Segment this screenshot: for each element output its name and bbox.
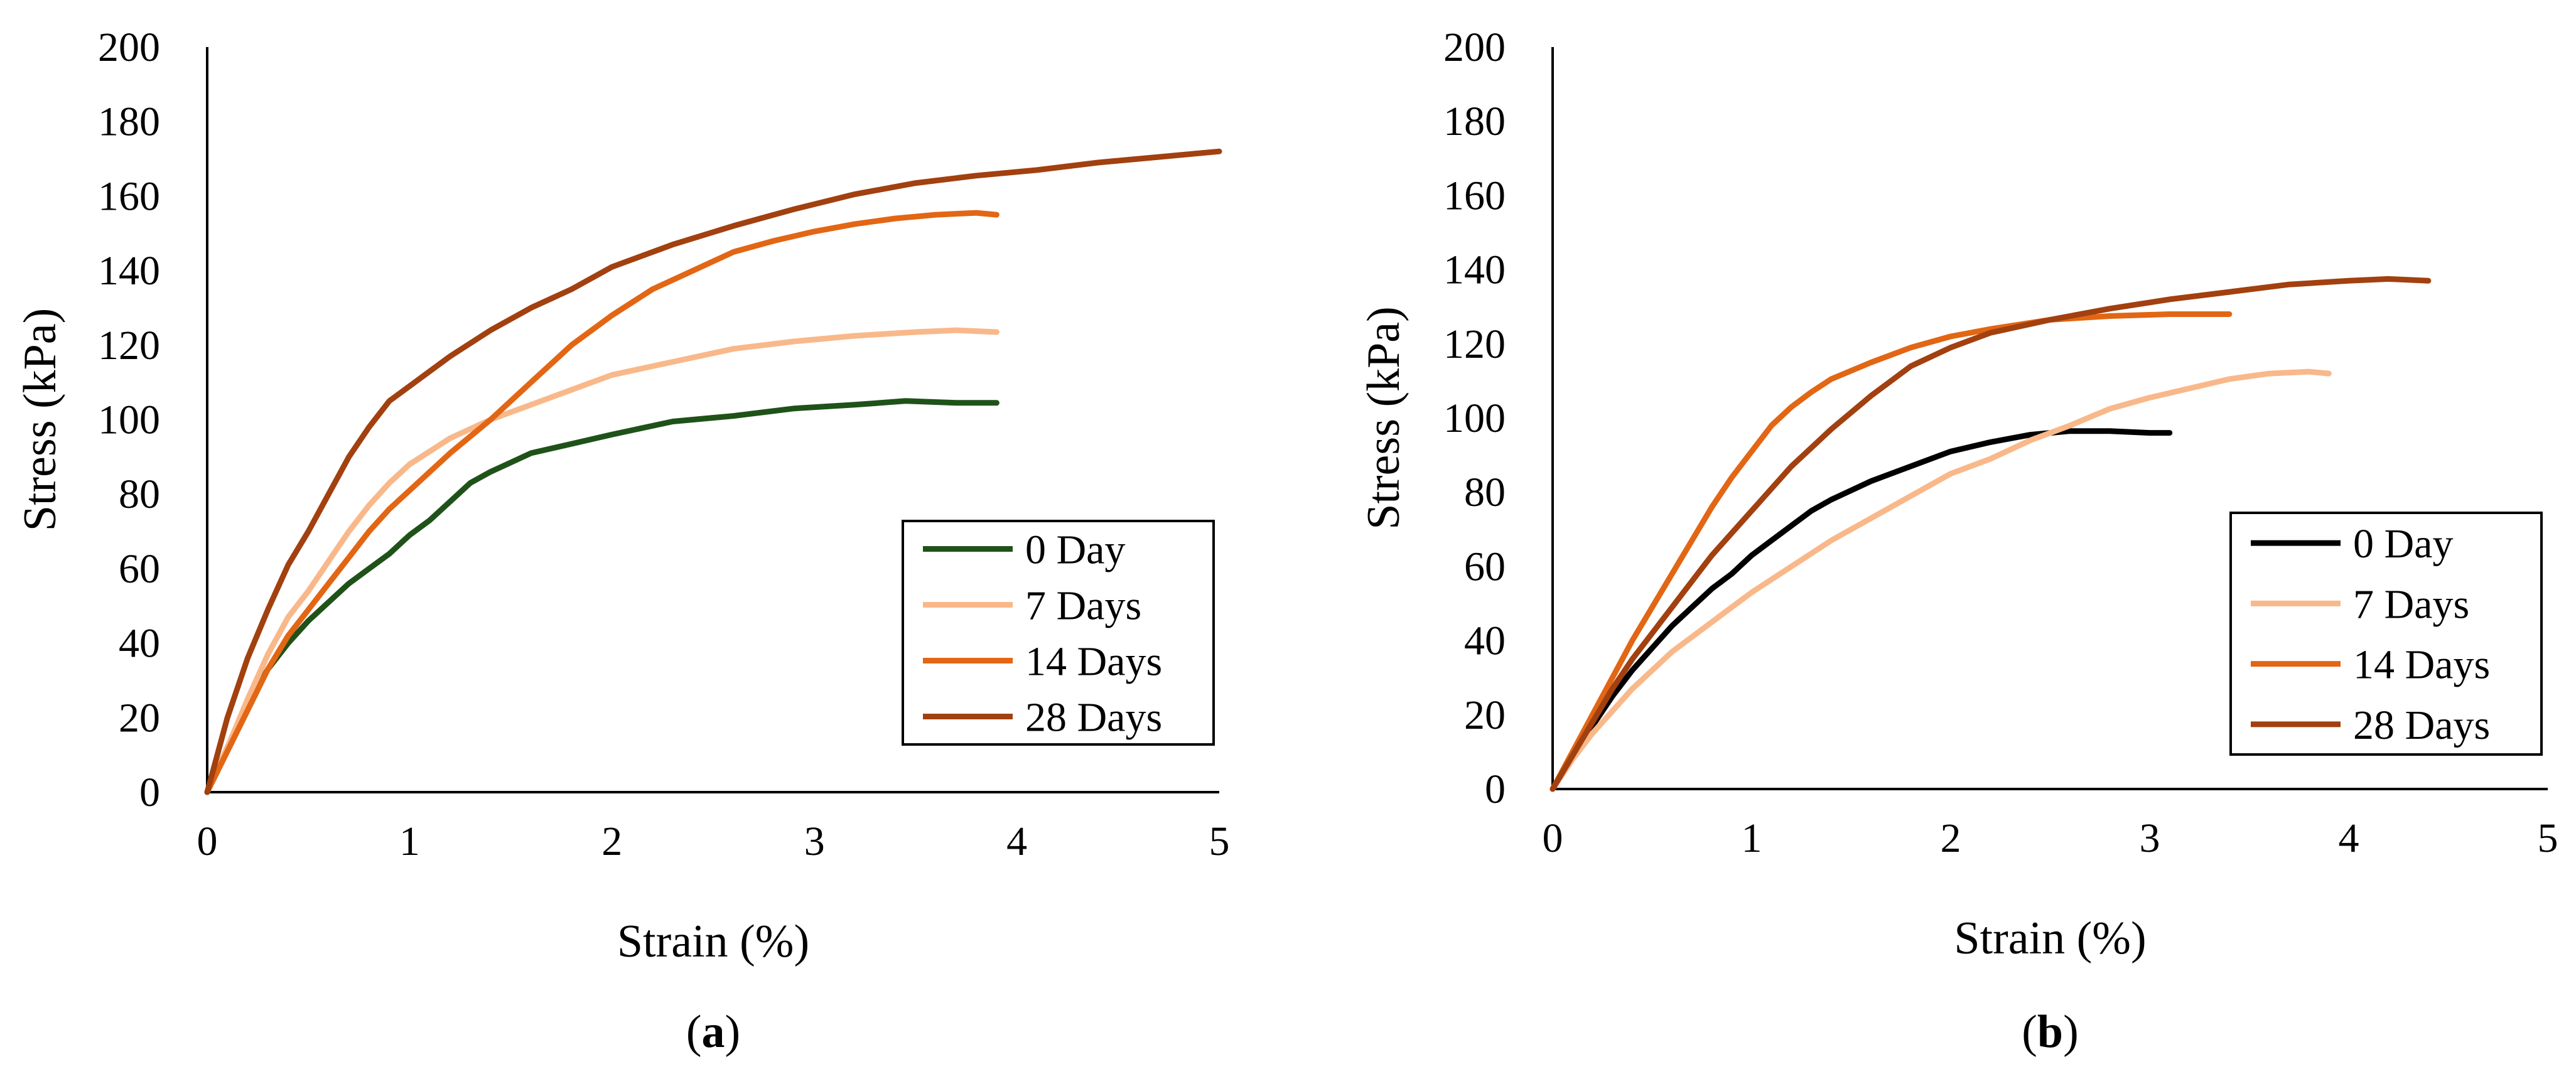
panel-label: (a) (686, 1006, 740, 1058)
y-tick-label: 0 (1485, 766, 1506, 812)
x-tick-label: 5 (2538, 815, 2558, 861)
x-tick-label: 2 (601, 819, 622, 864)
x-tick-label: 4 (1006, 819, 1027, 864)
legend-entry: 14 Days (1025, 639, 1162, 685)
y-tick-label: 100 (1443, 395, 1506, 441)
y-tick-label: 60 (1464, 544, 1506, 589)
x-axis-title: Strain (%) (1954, 913, 2146, 964)
y-tick-label: 160 (1443, 173, 1506, 218)
legend-b: 0 Day 7 Days 14 Days 28 Days (2229, 512, 2543, 756)
x-tick-label: 2 (1941, 815, 1961, 861)
y-tick-label: 20 (119, 695, 160, 741)
x-axis-title: Strain (%) (617, 916, 809, 967)
panel-label: (b) (2022, 1006, 2078, 1058)
series-line-14-days (204, 210, 1000, 795)
y-tick-label: 0 (139, 770, 160, 815)
panel-label-letter: b (2037, 1006, 2063, 1058)
series-line-7-days (204, 327, 1000, 795)
y-tick-label: 160 (98, 173, 160, 219)
series-line-0-day (204, 398, 1000, 795)
y-axis-title: Stress (kPa) (1358, 306, 1409, 530)
chart-panel-a: 0 20 40 60 80 100 120 140 160 180 200 0 1 2 3 4 5 Strain … (14, 24, 1230, 1058)
legend-entry: 7 Days (2353, 581, 2469, 627)
x-tick-label: 1 (1742, 815, 1762, 861)
x-tick-label: 3 (804, 819, 825, 864)
x-tick-label: 0 (197, 819, 218, 864)
y-tick-label: 200 (98, 24, 160, 70)
y-tick-label: 120 (98, 323, 160, 368)
y-tick-label: 20 (1464, 692, 1506, 738)
legend-entry: 0 Day (1025, 527, 1125, 573)
y-tick-label: 140 (1443, 247, 1506, 293)
legend-entry: 28 Days (1025, 695, 1162, 741)
x-tick-label: 4 (2339, 815, 2359, 861)
y-tick-label: 100 (98, 397, 160, 443)
legend-a: 0 Day 7 Days 14 Days 28 Days (902, 520, 1215, 746)
legend-entry: 7 Days (1025, 583, 1141, 629)
y-tick-label: 80 (119, 471, 160, 517)
chart-panel-b: 0 20 40 60 80 100 120 140 160 180 200 0 1 2 3 4 5 Strain … (1358, 24, 2558, 1058)
legend-entry: 28 Days (2353, 702, 2490, 748)
x-tick-label: 3 (2140, 815, 2160, 861)
y-tick-label: 80 (1464, 470, 1506, 515)
legend-entry: 0 Day (2353, 521, 2453, 567)
series-line-14-days (1549, 311, 2233, 792)
y-tick-label: 60 (119, 546, 160, 592)
y-tick-label: 180 (1443, 99, 1506, 144)
x-tick-label: 5 (1209, 819, 1230, 864)
legend-box (2229, 512, 2543, 756)
y-tick-label: 40 (119, 621, 160, 667)
y-tick-label: 120 (1443, 321, 1506, 367)
y-tick-label: 200 (1443, 24, 1506, 70)
y-tick-label: 140 (98, 248, 160, 294)
series-line-28-days (204, 148, 1222, 795)
series-line-0-day (1549, 428, 2173, 792)
y-tick-label: 40 (1464, 618, 1506, 664)
series-line-7-days (1549, 368, 2332, 792)
x-tick-label: 1 (399, 819, 420, 864)
legend-box (902, 520, 1215, 746)
panel-label-letter: a (702, 1006, 725, 1058)
y-axis-title: Stress (kPa) (14, 308, 66, 532)
x-tick-label: 0 (1543, 815, 1563, 861)
y-tick-label: 180 (98, 99, 160, 145)
series-line-28-days (1549, 276, 2432, 792)
legend-entry: 14 Days (2353, 642, 2490, 688)
